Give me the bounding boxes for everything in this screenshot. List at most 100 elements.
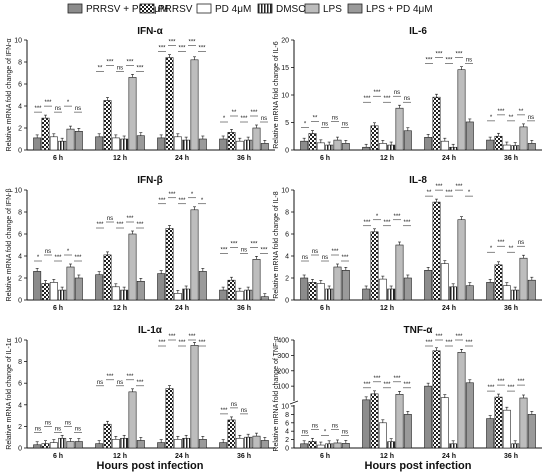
significance-label: ns — [322, 255, 328, 261]
significance-label: *** — [455, 184, 463, 190]
chart-title: IL-6 — [409, 26, 427, 37]
significance-label: ns — [342, 429, 348, 435]
bar — [387, 441, 396, 449]
legend-swatch-5 — [304, 3, 320, 14]
significance-label: ns — [35, 426, 41, 432]
significance-label: *** — [168, 334, 176, 340]
chart-panel-2: IL-6 Relative mRNA fold change of IL-6 0 5 1… — [273, 26, 542, 162]
significance-label: ns — [75, 106, 81, 112]
significance-label: *** — [497, 109, 505, 115]
y-axis-label: Relative mRNA fold change of IL-1α — [6, 338, 13, 449]
bar — [387, 288, 396, 301]
significance-label: ns — [231, 402, 237, 408]
bar — [362, 288, 371, 301]
significance-label: ns — [332, 116, 338, 122]
bar — [316, 444, 325, 449]
bar — [432, 96, 441, 151]
legend-label-4: DMSO — [276, 4, 306, 15]
significance-label: *** — [425, 58, 433, 64]
significance-label: *** — [403, 382, 411, 388]
bar — [341, 269, 350, 301]
bar — [511, 289, 520, 301]
bar — [378, 278, 387, 301]
y-tick-label: 2 — [18, 126, 22, 133]
chart-panel-6: TNF-α Relative mRNA fold change of TNF-α 0… — [273, 325, 542, 460]
bar — [494, 135, 503, 151]
significance-label: ns — [404, 96, 410, 102]
significance-label: ns — [55, 106, 61, 112]
significance-label: *** — [168, 192, 176, 198]
significance-label: *** — [106, 59, 114, 65]
x-tick-label: 36 h — [237, 305, 251, 312]
y-tick-label: 0 — [285, 148, 289, 155]
y-tick-label: 4 — [18, 254, 22, 261]
significance-label: *** — [158, 198, 166, 204]
bar — [157, 273, 166, 301]
y-tick-label: 6 — [18, 381, 22, 388]
significance-label: *** — [373, 90, 381, 96]
bar — [111, 137, 120, 151]
bar — [395, 107, 404, 151]
significance-label: *** — [136, 65, 144, 71]
y-tick-label: 10 — [14, 188, 22, 195]
significance-label: ** — [509, 246, 514, 252]
y-axis-label: Relative mRNA fold change of IFN-β — [6, 189, 13, 302]
bar — [120, 138, 129, 151]
significance-label: *** — [393, 214, 401, 220]
significance-label: *** — [497, 379, 505, 385]
significance-label: ns — [55, 426, 61, 432]
bar — [173, 293, 182, 301]
y-tick-label: 0 — [18, 446, 22, 453]
x-tick-label: 36 h — [237, 155, 251, 162]
bar — [457, 219, 466, 301]
significance-label: *** — [74, 255, 82, 261]
bar — [136, 135, 145, 151]
significance-label: ns — [117, 65, 123, 71]
x-tick-label: 12 h — [380, 305, 394, 312]
y-axis-label: Relative mRNA fold change of IL-6 — [273, 41, 280, 148]
significance-label: ** — [98, 65, 103, 71]
bar — [120, 437, 129, 449]
bar — [341, 443, 350, 449]
bar — [362, 399, 371, 449]
significance-label: ns — [322, 122, 328, 128]
bar — [33, 137, 42, 151]
bar — [252, 127, 261, 151]
bar — [165, 228, 174, 301]
significance-label: * — [490, 246, 493, 252]
significance-label: ns — [261, 116, 267, 122]
x-tick-label: 36 h — [504, 453, 518, 460]
bar — [190, 345, 199, 449]
significance-label: * — [67, 249, 70, 255]
legend-label-1: PRRSV + PD 4μM — [86, 4, 168, 15]
y-axis-label: Relative mRNA fold change of IL-8 — [273, 191, 280, 298]
bar — [325, 288, 334, 301]
x-tick-label: 6 h — [53, 453, 63, 460]
chart-panel-1: IFN-α Relative mRNA fold change of IFN-α 0… — [6, 26, 275, 162]
bar — [424, 269, 433, 301]
significance-label: ns — [466, 58, 472, 64]
bar — [66, 441, 75, 449]
significance-label: ns — [312, 423, 318, 429]
bar — [387, 144, 396, 151]
bar — [219, 442, 228, 449]
significance-label: ** — [427, 190, 432, 196]
x-tick-label: 12 h — [113, 155, 127, 162]
bar — [502, 285, 511, 301]
significance-label: * — [468, 190, 471, 196]
bar — [190, 209, 199, 301]
x-tick-label: 6 h — [53, 155, 63, 162]
significance-label: *** — [331, 249, 339, 255]
x-axis-title-right: Hours post infection — [365, 460, 472, 472]
significance-label: ns — [241, 247, 247, 253]
significance-label: *** — [126, 216, 134, 222]
bar — [227, 132, 236, 151]
legend-swatch-3 — [196, 3, 212, 14]
significance-label: * — [490, 115, 493, 121]
bar — [173, 136, 182, 151]
significance-label: ns — [528, 115, 534, 121]
y-axis-label: Relative mRNA fold change of IFN-α — [6, 39, 13, 152]
significance-label: *** — [383, 96, 391, 102]
x-tick-label: 12 h — [380, 453, 394, 460]
bar — [244, 436, 253, 449]
